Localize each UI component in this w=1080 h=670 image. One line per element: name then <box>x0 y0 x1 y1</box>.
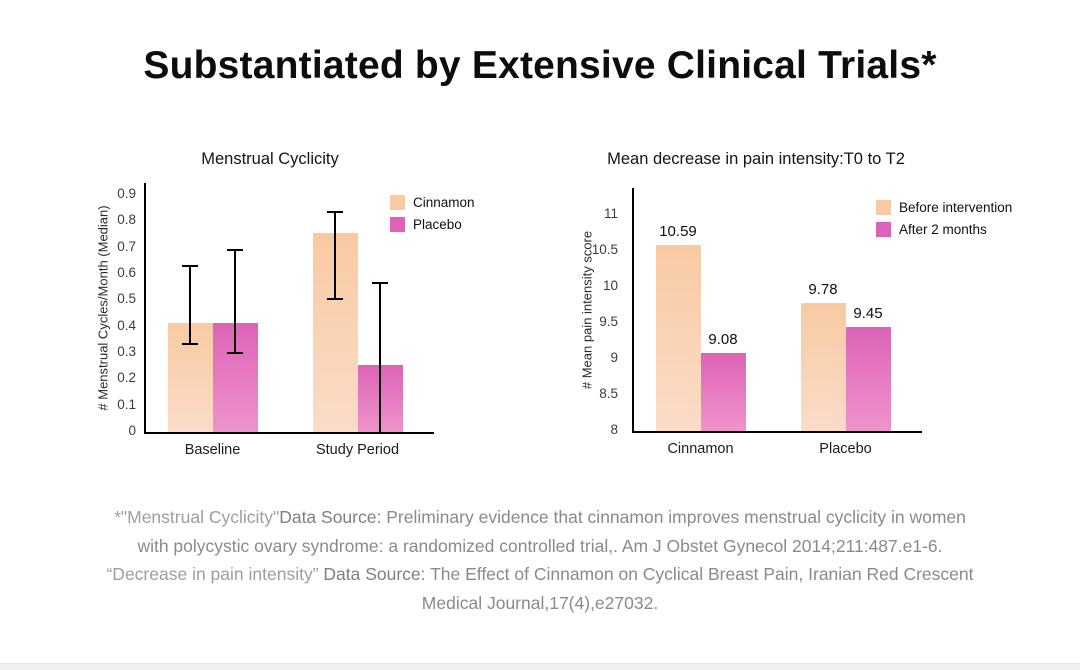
legend-item: Cinnamon <box>390 195 475 210</box>
y-tick-label: 0.7 <box>117 238 136 254</box>
x-category-label: Study Period <box>315 442 400 458</box>
y-tick-label: 8 <box>610 422 618 437</box>
x-category-label: Cinnamon <box>667 441 734 457</box>
legend: Cinnamon Placebo <box>390 195 475 232</box>
error-bar-cap-top <box>182 265 198 268</box>
legend-swatch-after-2-months <box>876 222 891 237</box>
legend-swatch-before-intervention <box>876 200 891 215</box>
y-tick-label: 0 <box>128 423 136 438</box>
chart-pain-intensity: Mean decrease in pain intensity:T0 to T2… <box>570 145 1040 490</box>
chart-title: Mean decrease in pain intensity:T0 to T2 <box>607 150 905 168</box>
x-axis-line <box>632 431 922 433</box>
bar-after-2-months-cinnamon <box>700 353 746 431</box>
error-bar-line <box>334 212 336 300</box>
y-tick-label: 10 <box>602 278 618 293</box>
y-tick-label: 0.3 <box>117 344 136 360</box>
error-bar-cap-bottom <box>182 342 198 345</box>
y-tick-label: 0.5 <box>117 291 136 307</box>
legend-item: Before intervention <box>876 200 1012 215</box>
citation-segment: Preliminary evidence that cinnamon impro… <box>381 507 966 527</box>
citation-line: Medical Journal,17(4),e27032. <box>0 589 1080 618</box>
legend: Before intervention After 2 months <box>876 200 1012 237</box>
legend-item: After 2 months <box>876 222 1012 237</box>
x-category-label: Placebo <box>819 441 872 457</box>
citation-segment: Data Source: <box>279 507 382 527</box>
legend-label: Placebo <box>413 217 462 232</box>
citation-footer: *"Menstrual Cyclicity"Data Source: Preli… <box>0 503 1080 617</box>
bar-before-intervention-placebo <box>800 302 846 431</box>
error-bar-line <box>379 283 381 432</box>
y-tick-label: 0.2 <box>117 370 136 386</box>
citation-segment: with polycystic ovary syndrome: a random… <box>137 535 943 556</box>
citation-segment: The Effect of Cinnamon on Cyclical Breas… <box>425 564 974 584</box>
y-tick-label: 10.5 <box>591 242 618 257</box>
error-bar-cap-bottom <box>327 298 343 301</box>
bar-before-intervention-cinnamon <box>655 244 701 431</box>
citation-segment: Medical Journal,17(4),e27032. <box>421 592 659 613</box>
x-category-label: Baseline <box>184 442 241 458</box>
bar-after-2-months-placebo <box>845 326 891 431</box>
legend-label: Cinnamon <box>413 195 475 210</box>
citation-segment: “Decrease in pain intensity” <box>106 564 319 584</box>
bar-value-label: 9.08 <box>708 331 738 349</box>
error-bar-line <box>189 266 191 344</box>
legend-swatch-cinnamon <box>390 195 405 210</box>
y-tick-label: 0.8 <box>117 212 136 228</box>
page-title: Substantiated by Extensive Clinical Tria… <box>143 44 937 87</box>
x-axis-line <box>144 432 434 434</box>
y-tick-label: 9.5 <box>599 314 618 329</box>
legend-item: Placebo <box>390 217 475 232</box>
y-tick-label: 8.5 <box>599 386 618 401</box>
y-tick-label: 0.9 <box>117 186 136 202</box>
chart-menstrual-cyclicity: Menstrual Cyclicity # Menstrual Cycles/M… <box>95 145 505 490</box>
error-bar-cap-bottom <box>227 352 243 355</box>
citation-segment: Data Source: <box>318 564 426 584</box>
legend-label: Before intervention <box>899 200 1013 215</box>
y-tick-label: 11 <box>603 206 618 221</box>
y-tick-label: 0.1 <box>117 396 136 412</box>
bar-value-label: 9.45 <box>853 304 883 322</box>
y-tick-label: 0.6 <box>117 265 136 281</box>
y-tick-label: 9 <box>610 350 618 365</box>
y-axis-line <box>632 188 634 431</box>
citation-segment: *"Menstrual Cyclicity" <box>114 507 280 527</box>
citation-line: *"Menstrual Cyclicity"Data Source: Preli… <box>0 503 1080 532</box>
legend-label: After 2 months <box>899 222 987 237</box>
bar-value-label: 9.78 <box>808 280 838 298</box>
citation-line: with polycystic ovary syndrome: a random… <box>0 532 1080 561</box>
error-bar-line <box>234 250 236 354</box>
bar-value-label: 10.59 <box>659 222 697 240</box>
y-tick-label: 0.4 <box>117 317 136 333</box>
error-bar-cap-top <box>372 282 388 285</box>
chart-title: Menstrual Cyclicity <box>201 150 339 168</box>
citation-line: “Decrease in pain intensity” Data Source… <box>0 560 1080 589</box>
error-bar-cap-top <box>227 249 243 252</box>
bottom-page-edge <box>0 663 1080 670</box>
error-bar-cap-top <box>327 211 343 214</box>
y-axis-line <box>144 183 146 432</box>
legend-swatch-placebo <box>390 217 405 232</box>
